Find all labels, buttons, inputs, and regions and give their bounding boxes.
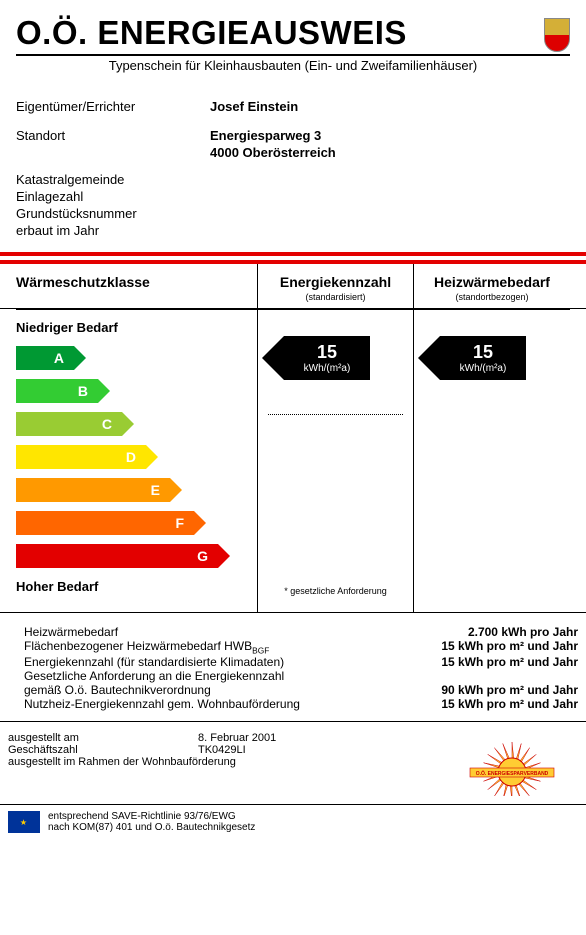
- location-line1: Energiesparweg 3: [210, 128, 321, 143]
- detail-value: 15 kWh pro m² und Jahr: [408, 639, 578, 655]
- detail-value: 15 kWh pro m² und Jahr: [408, 655, 578, 669]
- sun-icon: O.Ö. ENERGIESPARVERBAND: [452, 732, 572, 796]
- detail-value: 15 kWh pro m² und Jahr: [408, 697, 578, 711]
- rating-arrow-g: G: [16, 541, 253, 571]
- detail-label: Heizwärmebedarf: [24, 625, 408, 639]
- location-line2: 4000 Oberösterreich: [210, 145, 336, 160]
- detail-label: Energiekennzahl (für standardisierte Kli…: [24, 655, 408, 669]
- svg-text:O.Ö. ENERGIESPARVERBAND: O.Ö. ENERGIESPARVERBAND: [476, 770, 549, 777]
- detail-label: Gesetzliche Anforderung an die Energieke…: [24, 669, 408, 683]
- eu-flag-icon: ★: [8, 811, 40, 833]
- rating-arrow-c: C: [16, 409, 253, 439]
- location-label: Standort: [16, 128, 210, 143]
- detail-value: 90 kWh pro m² und Jahr: [408, 683, 578, 697]
- issue-block: ausgestellt am 8. Februar 2001 Geschäfts…: [0, 722, 586, 805]
- issued-label: ausgestellt am: [8, 732, 198, 744]
- owner-label: Eigentümer/Errichter: [16, 99, 210, 114]
- col1-heading: Wärmeschutzklasse: [16, 274, 253, 290]
- col2-sub: (standardisiert): [262, 292, 409, 302]
- detail-label: Nutzheiz-Energiekennzahl gem. Wohnbauför…: [24, 697, 408, 711]
- plot-label: Grundstücksnummer: [16, 206, 210, 221]
- heat-unit: kWh/(m²a): [460, 363, 507, 374]
- rating-arrows: ABCDEFG: [16, 343, 253, 571]
- entry-label: Einlagezahl: [16, 189, 210, 204]
- eu-line1: entsprechend SAVE-Richtlinie 93/76/EWG: [48, 811, 255, 822]
- owner-value: Josef Einstein: [210, 99, 298, 114]
- energy-unit: kWh/(m²a): [304, 363, 351, 374]
- ref-value: TK0429LI: [198, 744, 246, 756]
- rating-arrow-e: E: [16, 475, 253, 505]
- heat-value: 15: [473, 343, 493, 361]
- detail-value: 2.700 kWh pro Jahr: [408, 625, 578, 639]
- rating-arrow-f: F: [16, 508, 253, 538]
- col3-heading: Heizwärmebedarf: [418, 274, 566, 290]
- cadastral-label: Katastralgemeinde: [16, 172, 210, 187]
- detail-label: gemäß O.ö. Bautechnikverordnung: [24, 683, 408, 697]
- rating-arrow-a: A: [16, 343, 253, 373]
- crest-icon: [544, 18, 570, 52]
- eu-line2: nach KOM(87) 401 und O.ö. Bautechnikgese…: [48, 822, 255, 833]
- issue-context: ausgestellt im Rahmen der Wohnbauförderu…: [8, 756, 452, 768]
- detail-label: Flächenbezogener Heizwärmebedarf HWBBGF: [24, 639, 408, 655]
- energy-value: 15: [317, 343, 337, 361]
- built-label: erbaut im Jahr: [16, 223, 210, 238]
- details-block: Heizwärmebedarf2.700 kWh pro JahrFlächen…: [0, 613, 586, 722]
- rating-arrow-b: B: [16, 376, 253, 406]
- eu-block: ★ entsprechend SAVE-Richtlinie 93/76/EWG…: [0, 805, 586, 833]
- subtitle: Typenschein für Kleinhausbauten (Ein- un…: [16, 58, 570, 73]
- dotted-line: [268, 414, 403, 415]
- title-rule: [16, 54, 570, 56]
- legal-footnote: * gesetzliche Anforderung: [258, 586, 413, 596]
- col2-heading: Energiekennzahl: [262, 274, 409, 290]
- col3-sub: (standortbezogen): [418, 292, 566, 302]
- info-block: Eigentümer/Errichter Josef Einstein Stan…: [16, 99, 570, 238]
- detail-value: [408, 669, 578, 683]
- red-divider: [0, 252, 586, 264]
- page-title: O.Ö. ENERGIEAUSWEIS: [16, 14, 544, 52]
- high-demand-label: Hoher Bedarf: [16, 579, 253, 594]
- energy-indicator-arrow: 15 kWh/(m²a): [262, 336, 403, 380]
- low-demand-label: Niedriger Bedarf: [16, 320, 253, 335]
- heat-indicator-arrow: 15 kWh/(m²a): [418, 336, 560, 380]
- ref-label: Geschäftszahl: [8, 744, 198, 756]
- rating-arrow-d: D: [16, 442, 253, 472]
- issued-value: 8. Februar 2001: [198, 732, 276, 744]
